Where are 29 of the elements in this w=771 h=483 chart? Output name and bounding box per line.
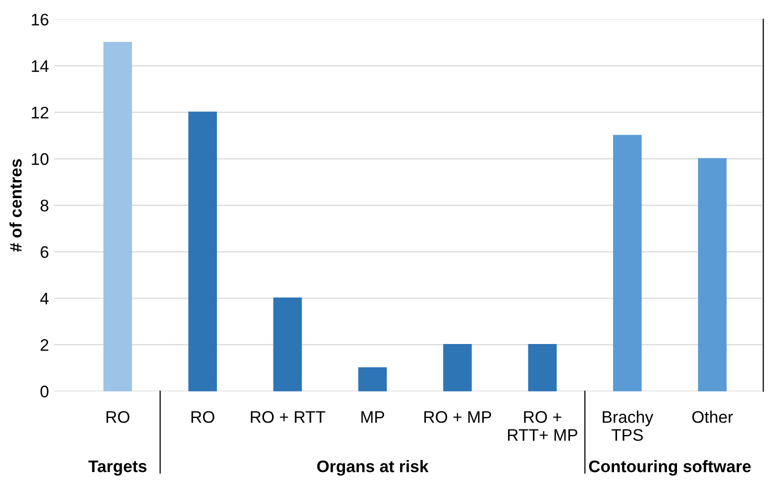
x-tick-label: Brachy TPS (602, 410, 654, 441)
text: Organs at risk (317, 460, 429, 476)
text: Targets (88, 460, 146, 476)
y-tick-label: 14 (32, 60, 49, 72)
x-tick-label: RO (191, 411, 214, 423)
x-tick-label: RO + MP (424, 411, 492, 423)
x-tick-label: RO + RTT+ MP (508, 411, 578, 441)
y-tick-label: 2 (40, 339, 48, 351)
bar (528, 344, 557, 392)
bar (698, 158, 727, 392)
bar (273, 298, 302, 392)
y-tick-label: 10 (32, 153, 48, 165)
bar (358, 367, 387, 392)
bar (613, 134, 642, 392)
y-tick-label: 8 (40, 200, 48, 212)
y-tick-label: 0 (40, 386, 48, 398)
x-tick-label: Other (692, 410, 733, 423)
y-axis-title: # of centres (9, 159, 22, 252)
y-tick-label: 6 (40, 246, 48, 258)
y-tick-label: 4 (40, 292, 49, 304)
y-tick-label: 12 (32, 106, 48, 118)
x-tick-label: RO (106, 411, 130, 423)
text: Contouring software (589, 460, 751, 476)
x-tick-label: RO + RTT (250, 411, 326, 423)
x-tick-label: MP (361, 411, 384, 423)
y-tick-label: 16 (32, 14, 48, 26)
bar (443, 344, 472, 392)
bar (188, 112, 217, 392)
bar (103, 42, 132, 392)
